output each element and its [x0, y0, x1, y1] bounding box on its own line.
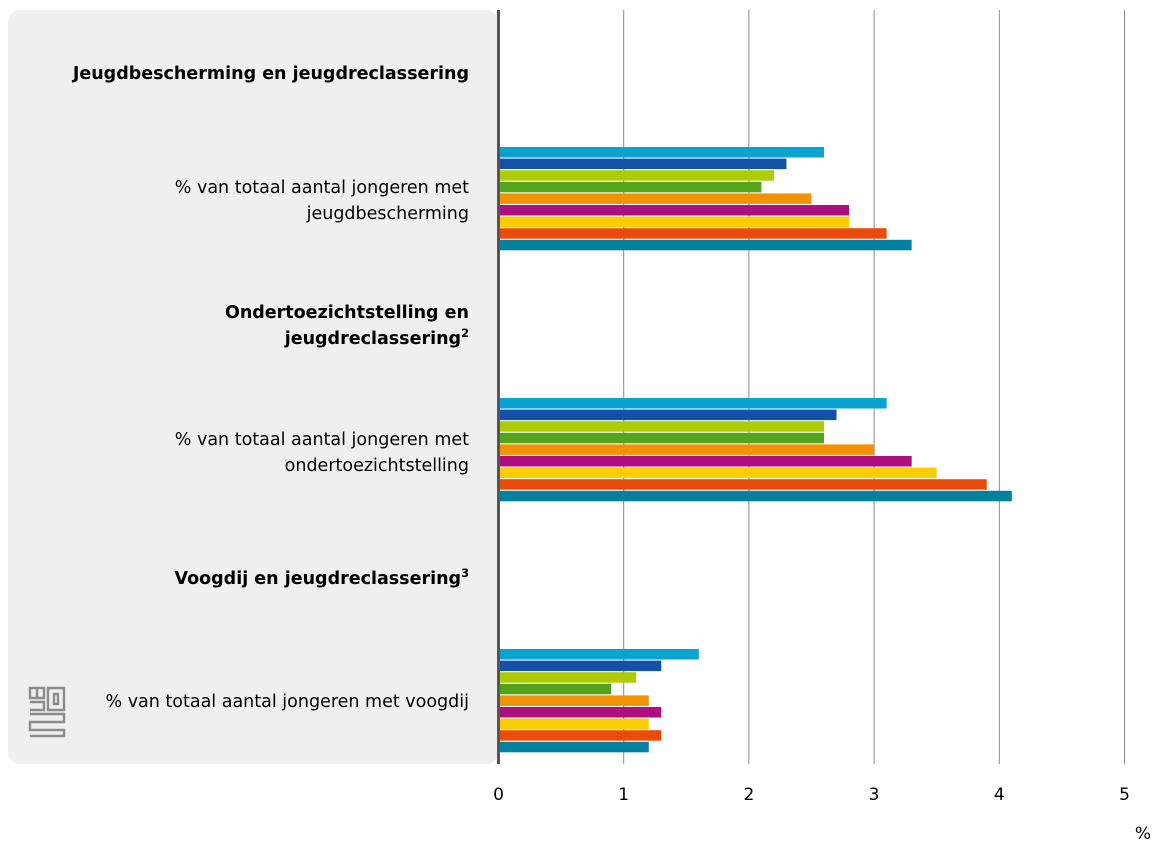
bar	[498, 398, 887, 409]
bar	[498, 228, 887, 239]
bar	[498, 479, 987, 490]
row-label-ondertoezichtstelling: % van totaal aantal jongeren met ondertoe…	[174, 430, 469, 476]
bar	[498, 444, 875, 455]
x-tick-label: 4	[994, 785, 1005, 805]
bar	[498, 205, 850, 216]
bar	[498, 683, 612, 695]
x-axis-ticks: 0 1 2 3 4 5	[493, 785, 1130, 805]
bar	[498, 181, 762, 193]
footnote-2: 2	[461, 326, 469, 341]
bar	[498, 741, 649, 753]
bar	[498, 432, 825, 444]
bar	[498, 730, 662, 741]
bar	[498, 409, 837, 421]
bar	[498, 695, 649, 706]
section-heading-ondertoezichtstelling: Ondertoezichtstelling en jeugdreclasserin…	[224, 303, 469, 349]
x-tick-label: 2	[743, 785, 754, 805]
bar	[498, 170, 774, 181]
row-label-jeugdbescherming: % van totaal aantal jongeren met jeugdbes…	[174, 178, 469, 224]
x-tick-label: 5	[1119, 785, 1130, 805]
label-panel	[8, 10, 498, 764]
bar	[498, 158, 787, 170]
bar	[498, 216, 850, 228]
section-heading-voogdij: Voogdij en jeugdreclassering3	[174, 566, 469, 589]
unit-label: %	[1135, 824, 1151, 843]
cbs-logo-icon	[28, 686, 66, 738]
bar	[498, 239, 912, 251]
bar	[498, 421, 825, 432]
bars	[498, 147, 1012, 753]
x-tick-label: 3	[869, 785, 880, 805]
bar	[498, 456, 912, 467]
bar	[498, 193, 812, 204]
x-tick-label: 1	[618, 785, 629, 805]
bar	[498, 660, 662, 672]
bar	[498, 649, 699, 660]
bar	[498, 147, 825, 158]
footnote-3: 3	[461, 566, 469, 581]
bar	[498, 718, 649, 730]
row-label-voogdij: % van totaal aantal jongeren met voogdij	[105, 692, 470, 712]
bar	[498, 467, 937, 479]
gridlines	[623, 10, 1125, 764]
x-tick-label: 0	[493, 785, 504, 805]
section-heading-jeugdbescherming: Jeugdbescherming en jeugdreclassering	[72, 64, 469, 84]
bar	[498, 672, 637, 683]
bar	[498, 490, 1012, 502]
bar	[498, 707, 662, 718]
